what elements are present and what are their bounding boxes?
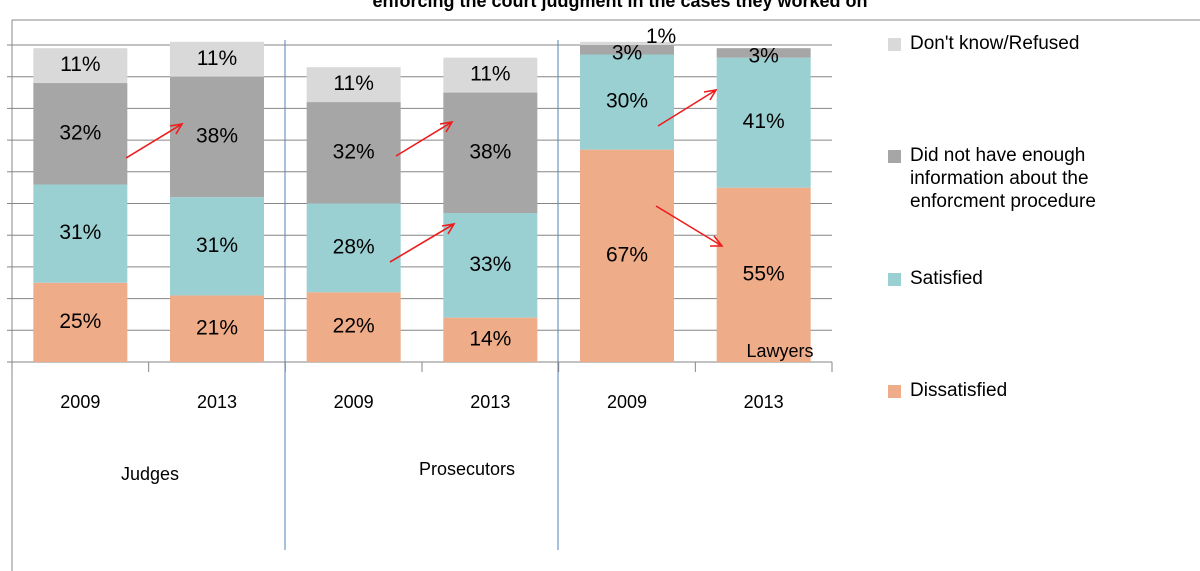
- data-label: 11%: [333, 72, 373, 95]
- bar-segment: [33, 48, 128, 84]
- legend-label: Did not have enough information about th…: [910, 145, 1096, 212]
- bar-segment: [33, 282, 128, 362]
- data-label: 32%: [59, 121, 101, 144]
- bar-segment: [443, 92, 538, 214]
- data-label: 55%: [743, 262, 785, 285]
- data-label: 30%: [606, 90, 648, 113]
- bar-segment: [306, 102, 401, 204]
- x-tick-label: 2013: [744, 392, 784, 412]
- bar-segment: [580, 41, 674, 45]
- bar-segment: [170, 197, 264, 296]
- x-tick-label: 2013: [470, 392, 510, 412]
- legend-label: Satisfied: [910, 268, 983, 289]
- data-label: 22%: [333, 315, 375, 338]
- bar-segment: [580, 45, 674, 55]
- bar-segment: [580, 149, 674, 362]
- group-label: Judges: [121, 464, 179, 484]
- bar-segment: [306, 203, 401, 293]
- legend-label: Dissatisfied: [910, 380, 1008, 401]
- data-label: 31%: [196, 234, 238, 257]
- bar-segment: [443, 213, 538, 318]
- bar-segment: [580, 54, 674, 150]
- data-label: 67%: [606, 243, 648, 266]
- legend-item: Did not have enough information about th…: [888, 144, 1160, 213]
- data-label: 3%: [612, 41, 642, 64]
- data-label: 41%: [743, 110, 785, 133]
- x-tick-label: 2009: [60, 392, 100, 412]
- x-tick-label: 2009: [334, 392, 374, 412]
- bar-segment: [306, 67, 401, 103]
- bar-segment: [170, 295, 264, 362]
- data-label: 11%: [470, 63, 510, 86]
- chart-title: enforcing the court judgment in the case…: [372, 0, 867, 11]
- data-label: 32%: [333, 140, 375, 163]
- legend-swatch: [888, 385, 901, 398]
- data-label: 21%: [196, 316, 238, 339]
- x-tick-label: 2009: [607, 392, 647, 412]
- legend-item: Don't know/Refused: [888, 32, 1160, 55]
- data-label: 11%: [60, 53, 100, 76]
- bar-segment: [716, 187, 811, 362]
- data-label: 31%: [59, 221, 101, 244]
- bar-segment: [716, 57, 811, 188]
- legend-item: Dissatisfied: [888, 379, 1160, 402]
- legend-swatch: [888, 38, 901, 51]
- group-label: Lawyers: [746, 341, 813, 361]
- bar-segment: [443, 317, 538, 362]
- bar-segment: [170, 76, 264, 198]
- bar-segment: [306, 292, 401, 362]
- data-label: 38%: [469, 140, 511, 163]
- legend-swatch: [888, 273, 901, 286]
- group-label: Prosecutors: [419, 459, 515, 479]
- data-label: 14%: [469, 327, 511, 350]
- legend-item: Satisfied: [888, 267, 1160, 290]
- data-label: 28%: [333, 235, 375, 258]
- bar-segment: [716, 48, 811, 58]
- data-label: 11%: [197, 47, 237, 70]
- bar-segment: [33, 184, 128, 283]
- bar-segment: [170, 41, 264, 77]
- legend-label: Don't know/Refused: [910, 33, 1080, 54]
- x-tick-label: 2013: [197, 392, 237, 412]
- legend-swatch: [888, 150, 901, 163]
- data-label: 3%: [748, 44, 778, 67]
- data-label: 1%: [646, 25, 676, 48]
- arrows: [125, 88, 724, 263]
- bar-segment: [443, 57, 538, 93]
- data-label: 33%: [469, 253, 511, 276]
- data-label: 38%: [196, 124, 238, 147]
- data-label: 25%: [59, 310, 101, 333]
- bar-segment: [33, 83, 128, 185]
